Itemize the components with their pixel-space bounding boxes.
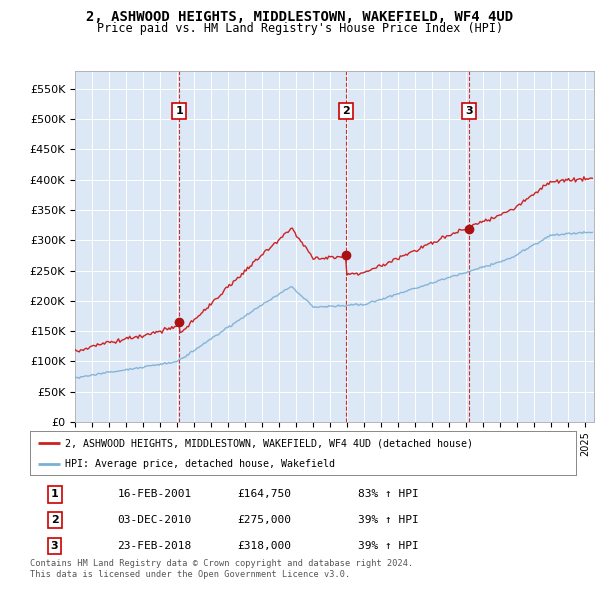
Text: 2, ASHWOOD HEIGHTS, MIDDLESTOWN, WAKEFIELD, WF4 4UD: 2, ASHWOOD HEIGHTS, MIDDLESTOWN, WAKEFIE… <box>86 10 514 24</box>
Text: Price paid vs. HM Land Registry's House Price Index (HPI): Price paid vs. HM Land Registry's House … <box>97 22 503 35</box>
Text: 83% ↑ HPI: 83% ↑ HPI <box>358 490 418 499</box>
Text: 2, ASHWOOD HEIGHTS, MIDDLESTOWN, WAKEFIELD, WF4 4UD (detached house): 2, ASHWOOD HEIGHTS, MIDDLESTOWN, WAKEFIE… <box>65 438 473 448</box>
Text: 39% ↑ HPI: 39% ↑ HPI <box>358 541 418 551</box>
Text: 2: 2 <box>342 106 350 116</box>
Text: £318,000: £318,000 <box>238 541 292 551</box>
Text: 16-FEB-2001: 16-FEB-2001 <box>118 490 191 499</box>
Text: 2: 2 <box>50 514 58 525</box>
Text: 23-FEB-2018: 23-FEB-2018 <box>118 541 191 551</box>
Text: £275,000: £275,000 <box>238 514 292 525</box>
Text: 3: 3 <box>465 106 473 116</box>
Text: 1: 1 <box>175 106 183 116</box>
Text: Contains HM Land Registry data © Crown copyright and database right 2024.
This d: Contains HM Land Registry data © Crown c… <box>30 559 413 579</box>
Text: 1: 1 <box>50 490 58 499</box>
Text: 3: 3 <box>51 541 58 551</box>
Text: 03-DEC-2010: 03-DEC-2010 <box>118 514 191 525</box>
Text: HPI: Average price, detached house, Wakefield: HPI: Average price, detached house, Wake… <box>65 459 335 469</box>
Text: £164,750: £164,750 <box>238 490 292 499</box>
Text: 39% ↑ HPI: 39% ↑ HPI <box>358 514 418 525</box>
